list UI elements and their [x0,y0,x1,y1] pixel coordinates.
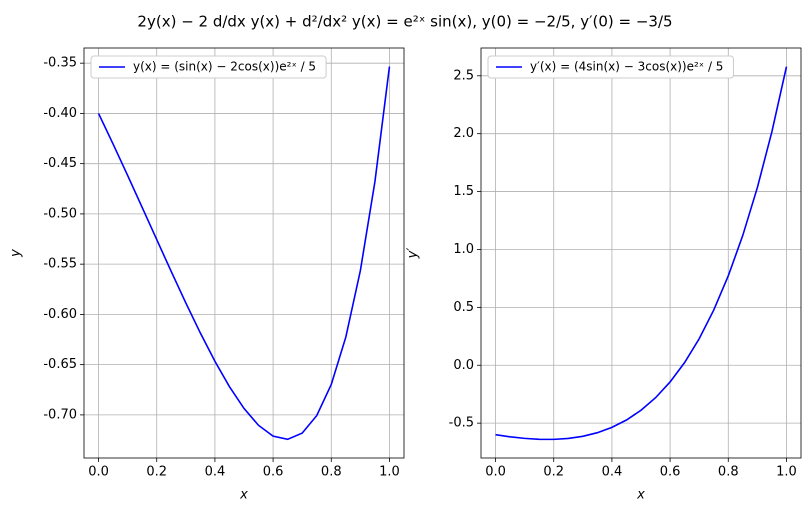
y-tick-label: 1.0 [453,242,474,257]
data-line [495,66,788,441]
y-tick-label: -0.40 [43,106,77,121]
y-tick-label: 2.5 [453,68,474,83]
y-tick-label: 2.0 [453,126,474,141]
x-tick-label: 0.8 [718,465,739,480]
y-tick-label: -0.70 [43,407,77,422]
legend-label: y(x) = (sin(x) − 2cos(x))e²ˣ / 5 [133,60,316,74]
legend-box [90,55,327,79]
x-tick-label: 0.2 [146,465,167,480]
axes-frame [480,47,802,459]
y-tick-label: -0.50 [43,206,77,221]
x-tick-label: 1.0 [379,465,400,480]
y-tick-label: 1.5 [453,184,474,199]
y-axis-label: y [9,249,24,258]
x-tick-label: 0.2 [543,465,564,480]
y-tick-label: -0.65 [43,357,77,372]
x-tick-label: 0.6 [263,465,284,480]
x-tick-label: 0.6 [660,465,681,480]
y-tick-label: -0.35 [43,56,77,71]
y-axis-label: y′ [406,248,421,260]
y-tick-label: -0.45 [43,156,77,171]
x-axis-label: x [239,488,248,503]
legend-label: y′(x) = (4sin(x) − 3cos(x))e²ˣ / 5 [530,60,723,74]
y-tick-label: -0.55 [43,257,77,272]
data-line [97,66,391,441]
x-tick-label: 0.0 [485,465,506,480]
x-axis-label: x [636,488,645,503]
x-tick-label: 0.0 [88,465,109,480]
y-tick-label: -0.60 [43,307,77,322]
figure-title: 2y(x) − 2 d/dx y(x) + d²/dx² y(x) = e²ˣ … [137,13,672,31]
x-tick-label: 1.0 [776,465,797,480]
y-tick-label: 0.5 [453,300,474,315]
y-tick-label: 0.0 [453,358,474,373]
axes-frame [83,47,405,459]
x-tick-label: 0.4 [205,465,226,480]
x-tick-label: 0.8 [321,465,342,480]
x-tick-label: 0.4 [602,465,623,480]
y-tick-label: -0.5 [449,416,474,431]
legend-box [487,55,734,79]
